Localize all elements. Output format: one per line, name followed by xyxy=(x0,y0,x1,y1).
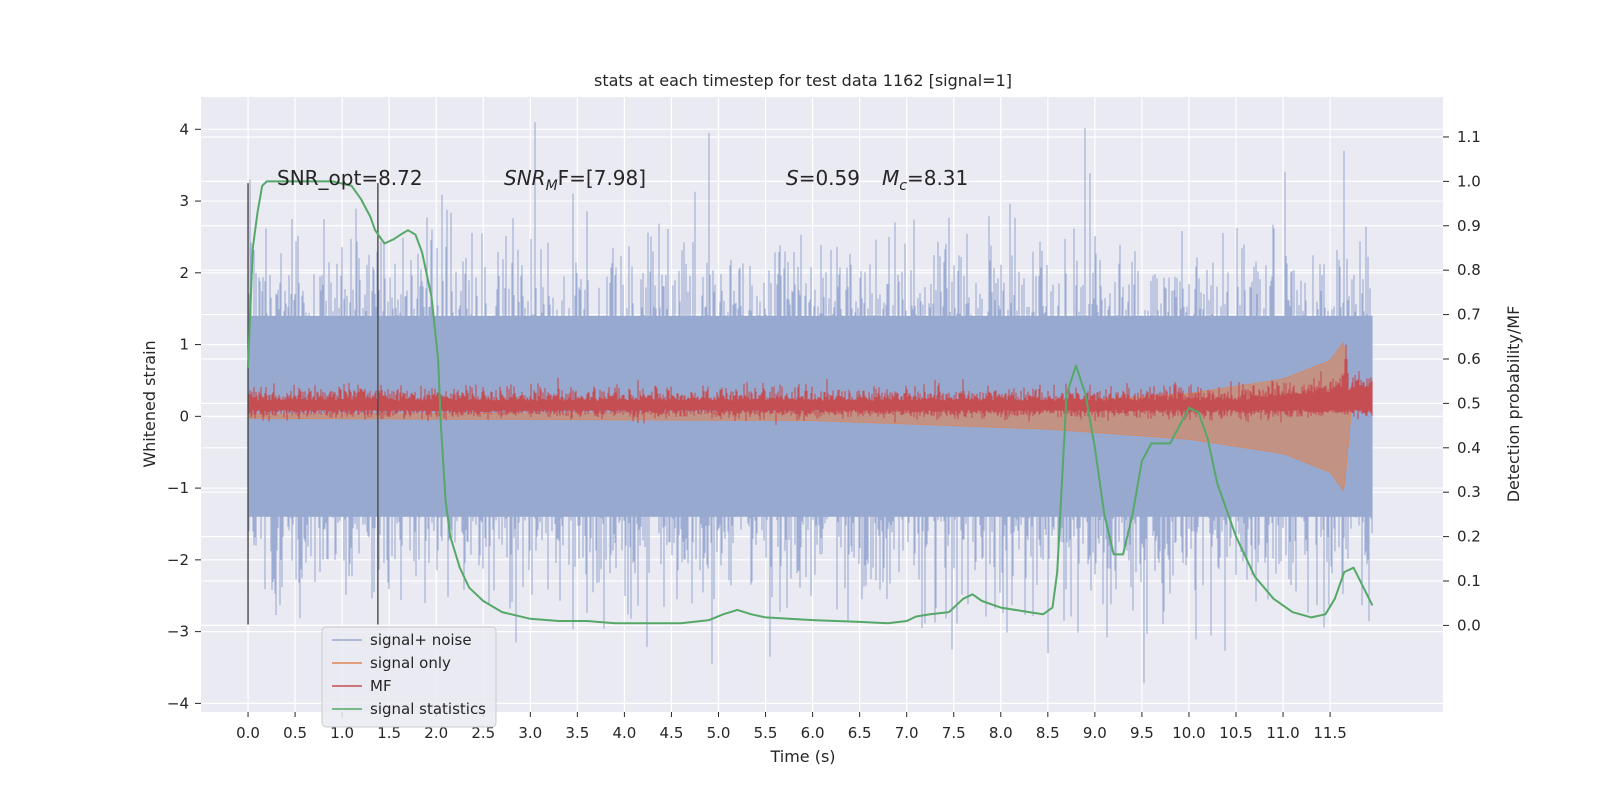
x-tick-label: 0.0 xyxy=(236,724,260,742)
x-tick-label: 9.5 xyxy=(1130,724,1154,742)
legend-label-signal-statistics: signal statistics xyxy=(370,700,486,718)
x-tick-label: 3.0 xyxy=(518,724,542,742)
x-tick-label: 5.0 xyxy=(707,724,731,742)
y-right-tick-label: 0.1 xyxy=(1457,572,1481,590)
y-right-axis-ticks: 1.1 1.0 0.9 0.8 0.7 0.6 0.5 0.4 0.3 0.2 0.1 0.0 xyxy=(1443,128,1481,634)
x-tick-label: 11.5 xyxy=(1313,724,1346,742)
x-tick-label: 1.0 xyxy=(330,724,354,742)
legend-frame xyxy=(321,626,497,728)
y-right-tick-label: 0.3 xyxy=(1457,483,1481,501)
x-tick-label: 7.0 xyxy=(895,724,919,742)
vertical-markers xyxy=(247,183,379,625)
legend: signal+ noise signal only MF signal stat… xyxy=(321,626,497,728)
x-tick-label: 4.0 xyxy=(612,724,636,742)
annotation-snr-mf-rest: F=[7.98] xyxy=(558,166,646,190)
y-left-tick-label: −2 xyxy=(167,551,189,569)
annotation-mc-label: M xyxy=(882,166,899,190)
x-tick-label: 11.0 xyxy=(1266,724,1299,742)
x-axis-label: Time (s) xyxy=(769,747,835,766)
x-tick-label: 6.5 xyxy=(848,724,872,742)
y-right-tick-label: 0.7 xyxy=(1457,306,1481,324)
x-tick-label: 2.0 xyxy=(424,724,448,742)
chart-title: stats at each timestep for test data 116… xyxy=(594,71,1012,90)
y-left-tick-label: 2 xyxy=(179,264,189,282)
annotation-snr-mf-sub: M xyxy=(546,178,558,194)
y-right-tick-label: 0.8 xyxy=(1457,261,1481,279)
y-right-tick-label: 1.0 xyxy=(1457,172,1481,190)
legend-label-signal-noise: signal+ noise xyxy=(370,631,472,649)
y-left-tick-label: 3 xyxy=(179,192,189,210)
x-tick-label: 8.0 xyxy=(989,724,1013,742)
y-left-axis-ticks: 4 3 2 1 0 −1 −2 −3 −4 xyxy=(167,120,201,712)
y-right-tick-label: 0.0 xyxy=(1457,616,1481,634)
annotation-mc-value: =8.31 xyxy=(907,166,968,190)
x-tick-label: 9.0 xyxy=(1083,724,1107,742)
series-signal-statistics xyxy=(247,180,1374,625)
legend-label-mf: MF xyxy=(370,677,392,695)
y-left-tick-label: −1 xyxy=(167,479,189,497)
y-left-tick-label: 4 xyxy=(179,120,189,138)
y-left-tick-label: −4 xyxy=(167,694,189,712)
x-tick-label: 8.5 xyxy=(1036,724,1060,742)
annotation-mc-sub: c xyxy=(899,178,907,194)
annotation-snr-opt: SNR_opt=8.72 xyxy=(277,166,423,190)
x-tick-label: 7.5 xyxy=(942,724,966,742)
y-right-tick-label: 1.1 xyxy=(1457,128,1481,146)
x-tick-label: 2.5 xyxy=(471,724,495,742)
annotation-snr-mf: SNRMF=[7.98] xyxy=(504,166,646,194)
x-tick-label: 6.0 xyxy=(801,724,825,742)
y-right-axis-label: Detection probability/MF xyxy=(1504,306,1523,503)
x-tick-label: 4.5 xyxy=(660,724,684,742)
annotation-mc: Mc=8.31 xyxy=(882,166,968,194)
legend-label-signal-only: signal only xyxy=(370,654,451,672)
y-left-tick-label: 0 xyxy=(179,407,189,425)
x-tick-label: 10.5 xyxy=(1219,724,1252,742)
y-left-tick-label: −3 xyxy=(167,623,189,641)
signal-statistics-line xyxy=(247,180,1374,625)
y-right-tick-label: 0.6 xyxy=(1457,350,1481,368)
y-right-tick-label: 0.9 xyxy=(1457,217,1481,235)
y-left-axis-label: Whitened strain xyxy=(140,340,159,467)
x-axis-ticks: 0.0 0.5 1.0 1.5 2.0 2.5 3.0 3.5 4.0 4.5 5.0 5.5 6.0 6… xyxy=(236,712,1347,742)
x-tick-label: 3.5 xyxy=(565,724,589,742)
y-left-tick-label: 1 xyxy=(179,336,189,354)
x-tick-label: 1.5 xyxy=(377,724,401,742)
y-right-tick-label: 0.4 xyxy=(1457,439,1481,457)
annotation-snr-mf-base: SNR xyxy=(504,166,546,190)
annotation-s-label: S xyxy=(786,166,799,190)
x-tick-label: 10.0 xyxy=(1172,724,1205,742)
x-tick-label: 5.5 xyxy=(754,724,778,742)
annotation-s-value: =0.59 xyxy=(799,166,860,190)
y-right-tick-label: 0.5 xyxy=(1457,394,1481,412)
annotation-s: S=0.59 xyxy=(786,166,860,190)
y-right-tick-label: 0.2 xyxy=(1457,528,1481,546)
x-tick-label: 0.5 xyxy=(283,724,307,742)
